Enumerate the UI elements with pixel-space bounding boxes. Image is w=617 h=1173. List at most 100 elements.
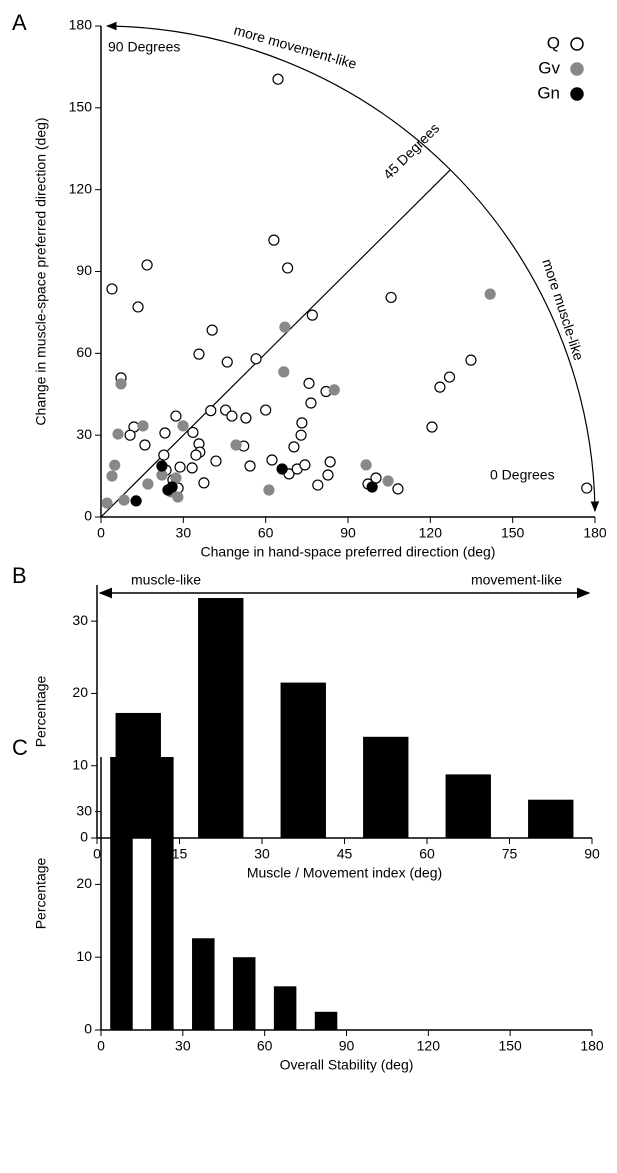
- bar: [528, 799, 574, 838]
- x-tick-label: 60: [419, 846, 435, 862]
- bar: [314, 1011, 338, 1030]
- x-tick-label: 90: [340, 525, 356, 541]
- y-tick-label: 60: [76, 344, 92, 360]
- point: [244, 460, 256, 472]
- point: [250, 353, 262, 365]
- x-tick-label: 120: [417, 1038, 441, 1054]
- bar: [363, 736, 409, 838]
- point: [177, 420, 189, 432]
- point: [156, 460, 168, 472]
- point: [465, 354, 477, 366]
- point: [221, 356, 233, 368]
- point: [324, 456, 336, 468]
- point: [124, 429, 136, 441]
- annotation: movement-like: [471, 572, 562, 588]
- point: [226, 410, 238, 422]
- point: [206, 324, 218, 336]
- point: [382, 475, 394, 487]
- x-tick-label: 15: [172, 846, 188, 862]
- point: [170, 410, 182, 422]
- x-tick-label: 180: [583, 525, 607, 541]
- y-tick-label: 120: [69, 180, 93, 196]
- y-tick-label: 30: [76, 426, 92, 442]
- point: [230, 439, 242, 451]
- x-axis-label: Muscle / Movement index (deg): [247, 865, 442, 881]
- bar: [110, 757, 133, 1030]
- x-tick-label: 30: [176, 525, 192, 541]
- point: [132, 301, 144, 313]
- point: [205, 405, 217, 417]
- point: [137, 420, 149, 432]
- point: [172, 491, 184, 503]
- y-tick-label: 30: [76, 802, 92, 818]
- arc-arrow: [105, 21, 600, 513]
- y-tick-label: 0: [84, 1021, 92, 1037]
- bar: [273, 986, 297, 1030]
- point: [385, 291, 397, 304]
- annotation: 45 Degrees: [380, 120, 443, 183]
- bar: [151, 757, 174, 1030]
- point: [303, 377, 315, 389]
- point: [266, 454, 278, 466]
- point: [426, 421, 438, 433]
- annotation: 90 Degrees: [108, 39, 180, 55]
- point: [190, 449, 202, 461]
- y-tick-label: 10: [76, 948, 92, 964]
- diagonal: [100, 169, 451, 518]
- x-axis-label: Overall Stability (deg): [280, 1057, 414, 1073]
- y-tick-label: 10: [72, 756, 88, 772]
- x-tick-label: 90: [584, 846, 600, 862]
- point: [240, 412, 252, 424]
- x-tick-label: 180: [580, 1038, 604, 1054]
- point: [305, 397, 317, 409]
- point: [272, 73, 284, 85]
- point: [276, 463, 288, 475]
- panel-label: C: [12, 735, 28, 760]
- y-tick-label: 20: [76, 875, 92, 891]
- x-tick-label: 30: [175, 1038, 191, 1054]
- legend-label: Q: [547, 33, 560, 52]
- y-tick-label: 150: [69, 99, 93, 115]
- point: [141, 259, 153, 271]
- panel-label: A: [12, 10, 27, 35]
- x-axis-label: Change in hand-space preferred direction…: [201, 544, 496, 560]
- x-tick-label: 45: [337, 846, 353, 862]
- point: [115, 378, 127, 390]
- point: [166, 481, 178, 493]
- legend-marker: [570, 87, 584, 101]
- point: [392, 483, 404, 495]
- x-tick-label: 0: [93, 846, 101, 862]
- x-tick-label: 60: [257, 1038, 273, 1054]
- point: [106, 470, 118, 482]
- point: [101, 497, 113, 509]
- x-tick-label: 30: [254, 846, 270, 862]
- point: [159, 427, 171, 439]
- point: [118, 494, 130, 506]
- y-tick-label: 30: [72, 612, 88, 628]
- point: [187, 426, 199, 439]
- x-tick-label: 120: [419, 525, 443, 541]
- x-tick-label: 0: [97, 1038, 105, 1054]
- point: [112, 428, 124, 440]
- legend-marker: [570, 62, 584, 76]
- bar: [445, 774, 491, 838]
- point: [581, 482, 593, 494]
- x-tick-label: 90: [339, 1038, 355, 1054]
- point: [484, 288, 496, 300]
- point: [366, 481, 378, 493]
- point: [263, 484, 275, 496]
- y-tick-label: 0: [84, 508, 92, 524]
- annotation: more movement-like: [232, 22, 359, 72]
- point: [210, 455, 222, 467]
- bar: [192, 938, 215, 1030]
- annotation: 0 Degrees: [490, 467, 555, 483]
- point: [198, 477, 210, 489]
- point: [299, 459, 311, 471]
- point: [158, 449, 170, 461]
- point: [296, 417, 308, 429]
- x-tick-label: 75: [502, 846, 518, 862]
- x-tick-label: 60: [258, 525, 274, 541]
- point: [142, 478, 154, 490]
- point: [288, 441, 300, 453]
- point: [360, 459, 372, 471]
